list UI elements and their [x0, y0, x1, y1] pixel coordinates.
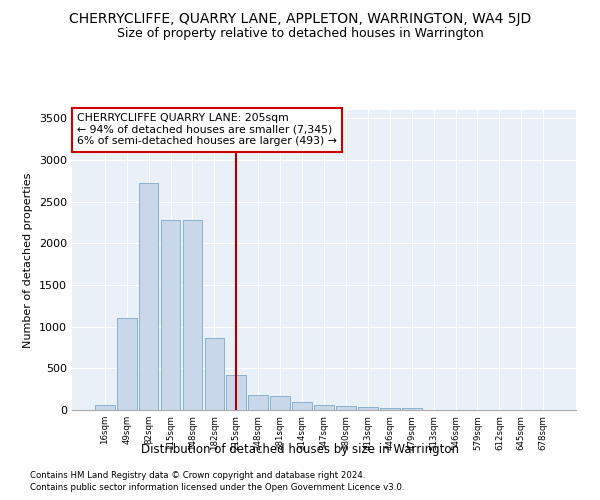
- Text: Contains public sector information licensed under the Open Government Licence v3: Contains public sector information licen…: [30, 484, 404, 492]
- Bar: [161, 220, 181, 410]
- Bar: [314, 404, 334, 410]
- Bar: [402, 408, 422, 410]
- Bar: [380, 408, 400, 410]
- Bar: [95, 406, 115, 410]
- Bar: [270, 396, 290, 410]
- Bar: [358, 406, 378, 410]
- Text: Distribution of detached houses by size in Warrington: Distribution of detached houses by size …: [141, 442, 459, 456]
- Text: CHERRYCLIFFE, QUARRY LANE, APPLETON, WARRINGTON, WA4 5JD: CHERRYCLIFFE, QUARRY LANE, APPLETON, WAR…: [69, 12, 531, 26]
- Text: Size of property relative to detached houses in Warrington: Size of property relative to detached ho…: [116, 28, 484, 40]
- Text: Contains HM Land Registry data © Crown copyright and database right 2024.: Contains HM Land Registry data © Crown c…: [30, 471, 365, 480]
- Bar: [248, 396, 268, 410]
- Bar: [336, 406, 356, 410]
- Bar: [139, 182, 158, 410]
- Bar: [205, 338, 224, 410]
- Bar: [292, 402, 312, 410]
- Bar: [226, 376, 246, 410]
- Text: CHERRYCLIFFE QUARRY LANE: 205sqm
← 94% of detached houses are smaller (7,345)
6%: CHERRYCLIFFE QUARRY LANE: 205sqm ← 94% o…: [77, 113, 337, 146]
- Bar: [182, 220, 202, 410]
- Bar: [117, 318, 137, 410]
- Y-axis label: Number of detached properties: Number of detached properties: [23, 172, 34, 348]
